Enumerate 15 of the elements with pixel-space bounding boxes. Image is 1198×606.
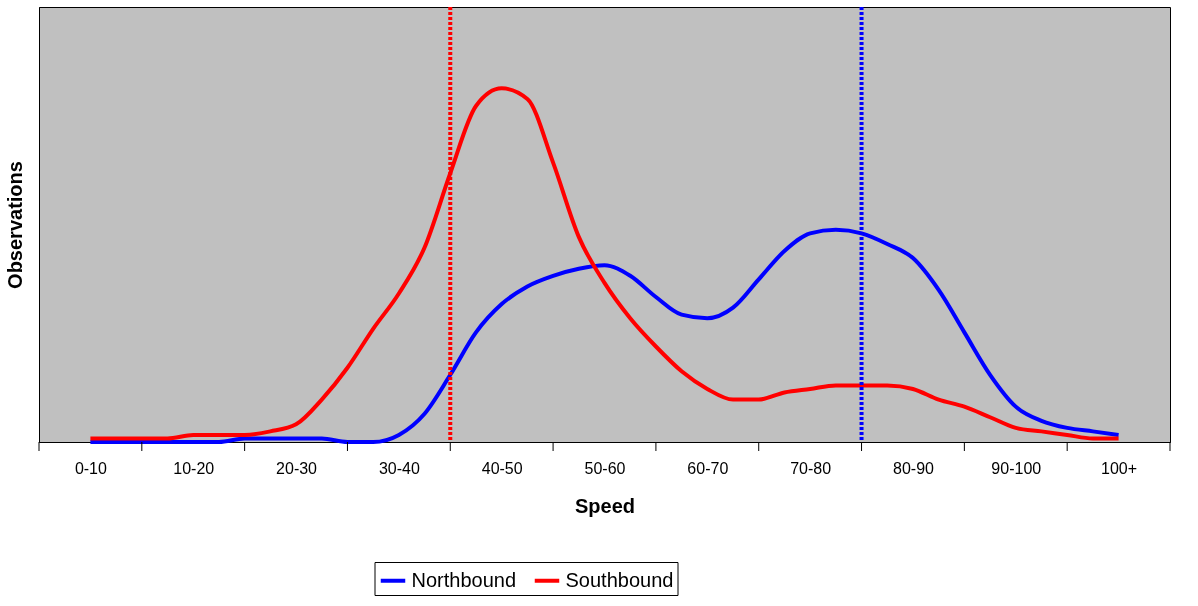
x-tick-label: 70-80: [790, 459, 832, 477]
x-tick-label: 10-20: [173, 459, 215, 477]
legend-label: Southbound: [565, 568, 674, 591]
x-axis-title: Speed: [574, 494, 636, 517]
y-axis-title: Observations: [3, 161, 26, 289]
x-tick-label: 40-50: [481, 459, 523, 477]
legend-label: Northbound: [411, 568, 517, 591]
x-tick-label: 80-90: [892, 459, 935, 477]
x-tick-label: 0-10: [74, 459, 108, 477]
x-tick-label: 50-60: [584, 459, 626, 477]
x-tick-label: 20-30: [276, 459, 318, 477]
x-tick-label: 30-40: [378, 459, 420, 477]
x-tick-label: 100+: [1101, 459, 1138, 477]
x-tick-label: 90-100: [991, 459, 1042, 477]
x-tick-label: 60-70: [687, 459, 729, 477]
